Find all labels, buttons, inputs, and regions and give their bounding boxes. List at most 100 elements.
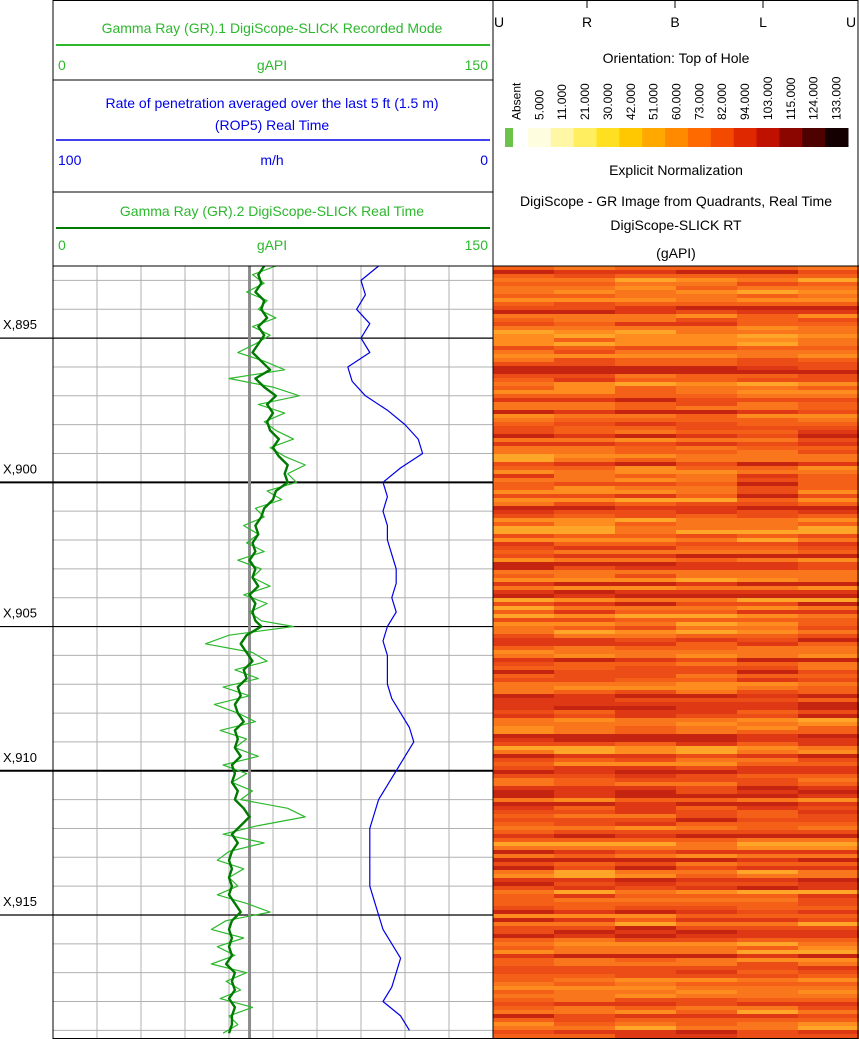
image-pixel [615, 794, 677, 799]
image-pixel [493, 326, 555, 331]
image-pixel [737, 314, 799, 319]
image-pixel [615, 894, 677, 899]
image-pixel [554, 514, 616, 519]
image-pixel [493, 790, 555, 795]
image-pixel [676, 1010, 738, 1015]
image-pixel [493, 282, 555, 287]
image-pixel [737, 594, 799, 599]
image-pixel [676, 942, 738, 947]
image-pixel [737, 570, 799, 575]
image-pixel [493, 1030, 555, 1035]
image-pixel [554, 926, 616, 931]
image-pixel [554, 594, 616, 599]
image-pixel [676, 690, 738, 695]
image-pixel [615, 1010, 677, 1015]
image-pixel [676, 850, 738, 855]
color-scale: Absent 5.000 11.000 21.000 30.000 42.000 51.00… [505, 76, 849, 147]
image-pixel [737, 478, 799, 483]
image-pixel [676, 378, 738, 383]
image-pixel [676, 910, 738, 915]
image-pixel [798, 810, 859, 815]
image-pixel [615, 706, 677, 711]
image-pixel [615, 346, 677, 351]
image-pixel [676, 866, 738, 871]
image-pixel [554, 374, 616, 379]
image-pixel [615, 846, 677, 851]
image-pixel [554, 614, 616, 619]
image-pixel [798, 646, 859, 651]
image-pixel [676, 330, 738, 335]
image-pixel [737, 826, 799, 831]
image-pixel [798, 1030, 859, 1035]
image-pixel [798, 674, 859, 679]
image-pixel [676, 406, 738, 411]
image-pixel [615, 862, 677, 867]
image-pixel [615, 566, 677, 571]
image-pixel [493, 834, 555, 839]
image-pixel [798, 654, 859, 659]
image-pixel [615, 490, 677, 495]
image-pixel [493, 582, 555, 587]
image-pixel [615, 642, 677, 647]
image-pixel [676, 806, 738, 811]
image-pixel [798, 826, 859, 831]
image-pixel [737, 742, 799, 747]
orientation-label: U [846, 14, 856, 30]
image-pixel [798, 630, 859, 635]
image-pixel [798, 430, 859, 435]
image-pixel [676, 830, 738, 835]
image-pixel [737, 582, 799, 587]
image-pixel [615, 306, 677, 311]
image-pixel [615, 874, 677, 879]
image-pixel [493, 422, 555, 427]
image-pixel [554, 314, 616, 319]
image-pixel [737, 486, 799, 491]
image-pixel [737, 1018, 799, 1023]
image-pixel [737, 534, 799, 539]
image-pixel [554, 734, 616, 739]
image-pixel [676, 890, 738, 895]
image-pixel [554, 330, 616, 335]
image-pixel [798, 798, 859, 803]
depth-axis: X,895 X,900 X,905 X,910 X,915 [3, 317, 37, 909]
image-pixel [737, 366, 799, 371]
image-pixel [615, 606, 677, 611]
image-pixel [798, 870, 859, 875]
image-pixel [615, 798, 677, 803]
image-pixel [493, 506, 555, 511]
image-pixel [676, 394, 738, 399]
image-pixel [615, 414, 677, 419]
color-scale-swatch [710, 128, 735, 147]
image-pixel [737, 446, 799, 451]
image-pixel [798, 806, 859, 811]
image-pixel [737, 330, 799, 335]
image-pixel [615, 694, 677, 699]
image-pixel [798, 782, 859, 787]
image-pixel [737, 358, 799, 363]
image-pixel [493, 338, 555, 343]
image-pixel [493, 822, 555, 827]
image-pixel [554, 286, 616, 291]
image-pixel [676, 574, 738, 579]
image-pixel [676, 434, 738, 439]
image-pixel [554, 398, 616, 403]
image-pixel [676, 746, 738, 751]
image-pixel [615, 466, 677, 471]
image-pixel [676, 426, 738, 431]
image-pixel [493, 414, 555, 419]
image-pixel [676, 446, 738, 451]
image-pixel [737, 418, 799, 423]
image-pixel [615, 578, 677, 583]
image-pixel [554, 294, 616, 299]
image-pixel [737, 934, 799, 939]
image-pixel [615, 674, 677, 679]
image-pixel [554, 446, 616, 451]
image-pixel [493, 454, 555, 459]
image-pixel [676, 438, 738, 443]
image-pixel [554, 910, 616, 915]
image-pixel [676, 442, 738, 447]
image-pixel [737, 602, 799, 607]
image-pixel [737, 850, 799, 855]
image-pixel [493, 470, 555, 475]
image-pixel [676, 326, 738, 331]
